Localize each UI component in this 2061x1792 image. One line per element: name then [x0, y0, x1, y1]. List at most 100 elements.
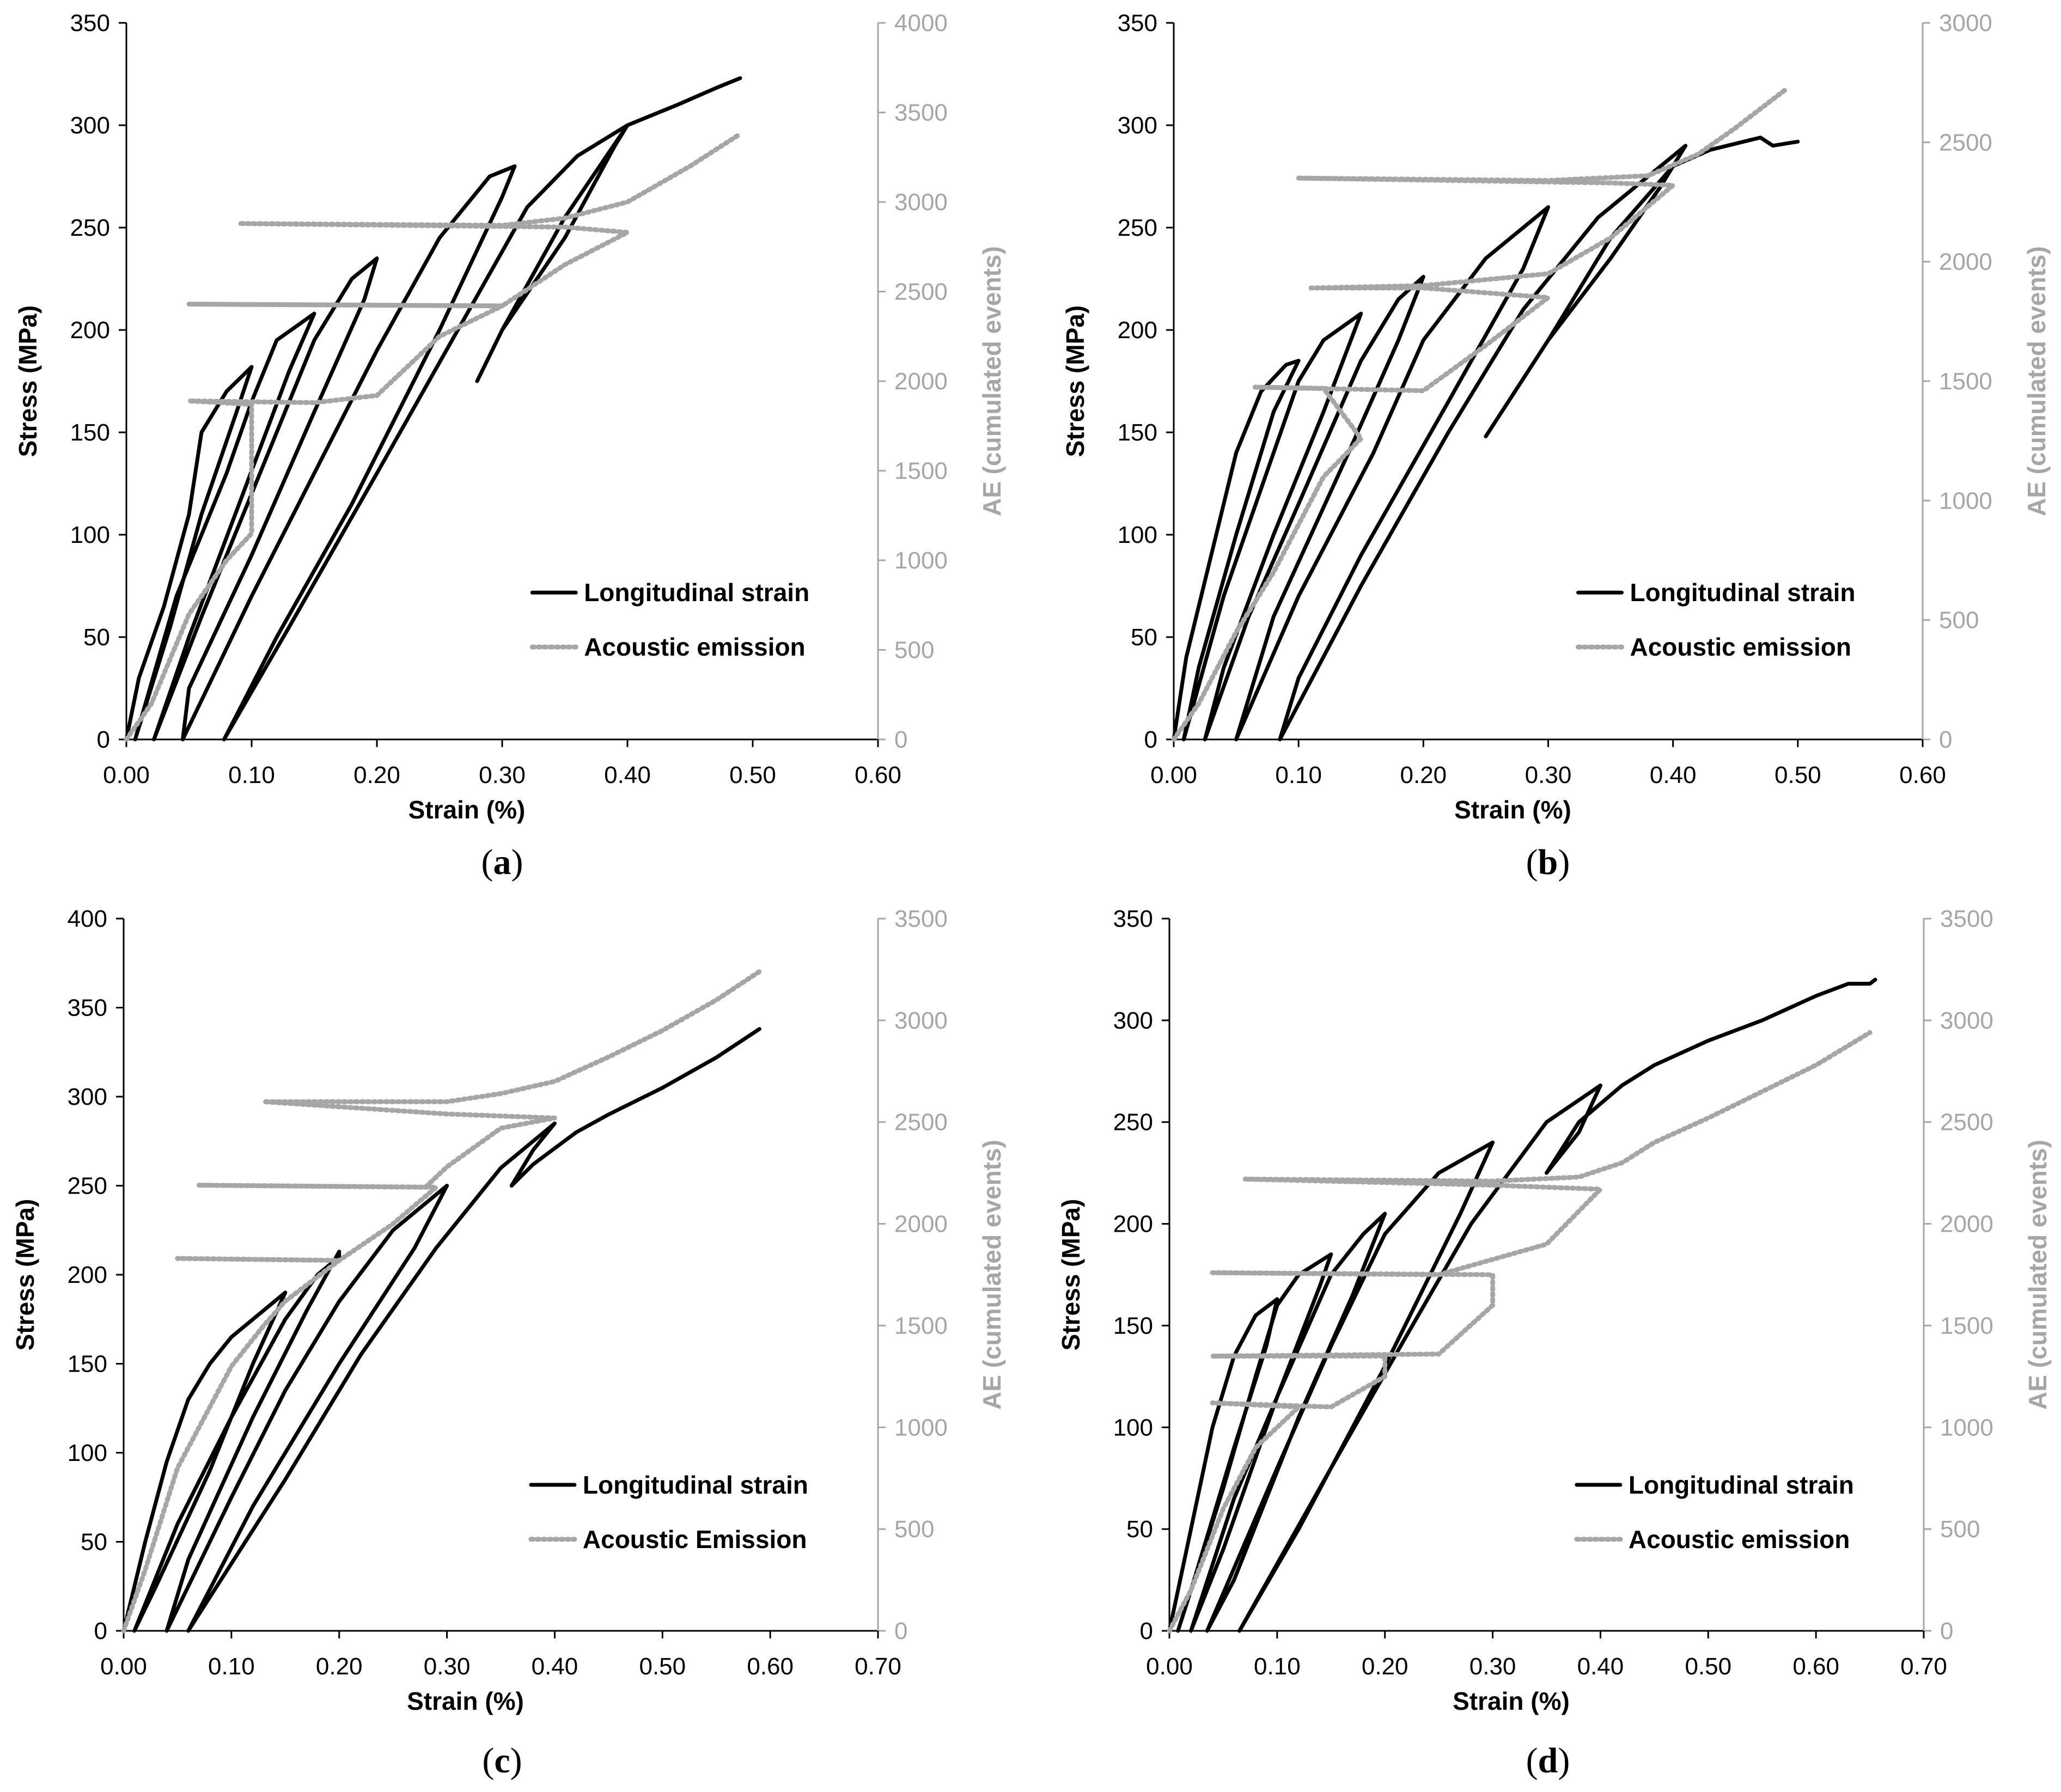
x-tick-label: 0.50: [1775, 762, 1821, 788]
x-tick-label: 0.60: [747, 1653, 794, 1680]
y2-tick-label: 1000: [894, 547, 948, 574]
series-line-acoustic-emission: [1171, 87, 1788, 742]
panel-caption: (d): [1526, 1741, 1570, 1781]
series-line-acoustic-emission: [121, 969, 762, 1634]
x-tick-label: 0.60: [855, 762, 901, 788]
series-line-longitudinal-strain: [124, 76, 742, 742]
y-axis-title: Stress (MPa): [1057, 1199, 1085, 1351]
y-tick-label: 150: [1118, 419, 1157, 446]
x-tick-label: 0.20: [1362, 1653, 1408, 1680]
y2-tick-label: 2000: [894, 1211, 948, 1238]
y2-tick-label: 500: [1940, 1516, 1980, 1543]
legend-label: Acoustic emission: [1629, 1525, 1850, 1554]
y-tick-label: 150: [68, 1351, 107, 1378]
y-tick-label: 250: [1113, 1109, 1153, 1136]
x-tick-label: 0.30: [424, 1653, 471, 1680]
panel-caption-letter: c: [494, 1741, 510, 1781]
panel-caption: (b): [1526, 842, 1570, 882]
y-tick-label: 300: [1113, 1007, 1153, 1034]
y-tick-label: 100: [1118, 522, 1157, 548]
x-tick-label: 0.10: [1275, 762, 1322, 788]
y2-tick-label: 0: [1939, 726, 1952, 753]
x-tick-label: 0.50: [729, 762, 776, 788]
y2-tick-label: 4000: [894, 10, 948, 36]
x-tick-label: 0.50: [1685, 1653, 1731, 1680]
y2-tick-label: 3000: [894, 189, 948, 216]
legend-label: Acoustic emission: [1630, 633, 1851, 661]
y-tick-label: 150: [1113, 1312, 1153, 1339]
x-tick-label: 0.10: [1254, 1653, 1301, 1680]
y-tick-label: 300: [70, 112, 110, 139]
legend-label: Acoustic Emission: [583, 1525, 807, 1554]
y-tick-label: 150: [70, 419, 110, 446]
y2-axis-title: AE (cumulated events): [2022, 246, 2051, 516]
y2-tick-label: 1500: [894, 1312, 948, 1339]
y-tick-label: 50: [1126, 1516, 1153, 1543]
legend-label: Longitudinal strain: [583, 1471, 808, 1499]
y-tick-label: 250: [70, 215, 110, 241]
y2-tick-label: 0: [894, 1618, 907, 1644]
y-tick-label: 400: [68, 906, 107, 932]
y2-tick-label: 3000: [1940, 1007, 1993, 1034]
y2-tick-label: 3500: [1940, 906, 1993, 932]
x-axis-title: Strain (%): [1454, 796, 1571, 824]
x-tick-label: 0.70: [1900, 1653, 1947, 1680]
y2-axis-title: AE (cumulated events): [978, 1140, 1006, 1410]
panel-caption: (c): [482, 1741, 522, 1781]
series-line-acoustic-emission: [1167, 1030, 1873, 1634]
y2-tick-label: 2500: [1940, 1109, 1993, 1136]
y-axis-title: Stress (MPa): [1061, 305, 1089, 457]
x-tick-label: 0.40: [532, 1653, 578, 1680]
y-tick-label: 250: [1118, 215, 1157, 241]
x-tick-label: 0.40: [604, 762, 651, 788]
y-tick-label: 50: [83, 624, 110, 651]
y2-tick-label: 1000: [1940, 1414, 1993, 1441]
y2-tick-label: 2000: [894, 368, 948, 395]
x-tick-label: 0.10: [208, 1653, 255, 1680]
y2-tick-label: 0: [894, 726, 907, 753]
panel-caption-letter: b: [1538, 842, 1558, 882]
chart-panel-c: 0 50 100 150 200 250 300 350 400 0 500 1000 1500 2000…: [11, 906, 1006, 1781]
x-tick-label: 0.20: [316, 1653, 363, 1680]
panel-caption: (a): [481, 842, 523, 882]
x-tick-label: 0.00: [1146, 1653, 1193, 1680]
x-tick-label: 0.00: [1150, 762, 1197, 788]
y-tick-label: 0: [94, 1618, 107, 1644]
x-tick-label: 0.10: [228, 762, 275, 788]
x-tick-label: 0.40: [1650, 762, 1697, 788]
x-axis-title: Strain (%): [1453, 1687, 1570, 1715]
y-tick-label: 350: [70, 10, 110, 36]
y-tick-label: 200: [68, 1262, 107, 1288]
y2-tick-label: 500: [1939, 607, 1979, 634]
y-tick-label: 0: [1144, 726, 1157, 753]
y2-tick-label: 1500: [1939, 368, 1992, 395]
x-tick-label: 0.20: [353, 762, 400, 788]
y2-tick-label: 2500: [894, 279, 948, 305]
y-tick-label: 50: [1131, 624, 1157, 651]
y2-tick-label: 2500: [1939, 129, 1992, 156]
y-axis-title: Stress (MPa): [14, 305, 42, 457]
x-tick-label: 0.60: [1899, 762, 1946, 788]
y2-tick-label: 3000: [1939, 10, 1992, 36]
y-tick-label: 200: [1118, 317, 1157, 344]
y2-tick-label: 1500: [1940, 1312, 1993, 1339]
chart-panel-a: 0501001502002503003500500100015002000250…: [14, 10, 1006, 882]
y2-axis-title: AE (cumulated events): [978, 246, 1006, 516]
chart-panel-b: 0 50 100 150 200 250 300 350 0 500 1000 1500 2000 250…: [1061, 10, 2051, 882]
y2-tick-label: 1000: [1939, 487, 1992, 514]
x-tick-label: 0.40: [1577, 1653, 1624, 1680]
y-tick-label: 350: [68, 995, 107, 1022]
y-tick-label: 250: [68, 1173, 107, 1200]
y2-tick-label: 3500: [894, 100, 948, 126]
y2-tick-label: 500: [894, 1516, 934, 1543]
x-tick-label: 0.50: [639, 1653, 686, 1680]
y2-tick-label: 1000: [894, 1414, 948, 1441]
x-tick-label: 0.20: [1400, 762, 1447, 788]
y2-tick-label: 3500: [894, 906, 948, 932]
chart-panel-d: 0501001502002503003500500100015002000250…: [1057, 906, 2052, 1781]
y2-axis-title: AE (cumulated events): [2023, 1140, 2052, 1410]
y-tick-label: 0: [97, 726, 110, 753]
y2-tick-label: 2500: [894, 1109, 948, 1136]
y2-tick-label: 0: [1940, 1618, 1953, 1644]
y-tick-label: 100: [68, 1440, 107, 1466]
